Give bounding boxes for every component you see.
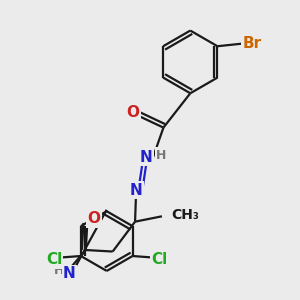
Text: O: O <box>126 105 139 120</box>
Text: Cl: Cl <box>46 252 62 267</box>
Text: CH₃: CH₃ <box>171 208 199 222</box>
Text: Br: Br <box>242 36 261 51</box>
Text: Cl: Cl <box>151 252 168 267</box>
Text: N: N <box>140 150 153 165</box>
Text: H: H <box>54 264 64 278</box>
Text: N: N <box>63 266 76 281</box>
Text: N: N <box>130 183 142 198</box>
Text: H: H <box>156 148 167 162</box>
Text: O: O <box>87 211 101 226</box>
